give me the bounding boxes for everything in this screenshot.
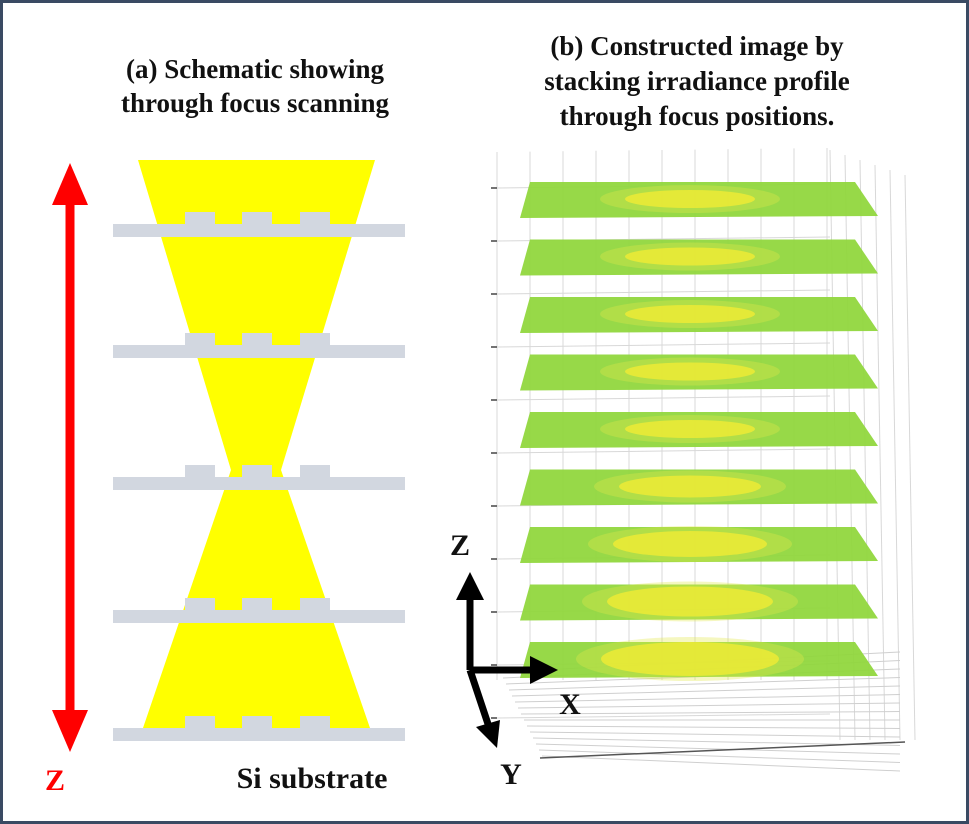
axis-arrow-head (476, 720, 500, 748)
irradiance-spot (625, 420, 755, 438)
irradiance-spot (625, 190, 755, 208)
z-label: Z (45, 764, 65, 797)
arrow-head (52, 710, 88, 752)
feature (185, 333, 215, 346)
panel-a (52, 160, 405, 752)
feature (242, 465, 272, 478)
grid-line (526, 725, 901, 729)
irradiance-spot (601, 642, 779, 676)
arrow-head (52, 163, 88, 205)
substrate (113, 345, 405, 358)
irradiance-halo (576, 637, 804, 681)
grid-line (496, 289, 831, 295)
grid-line (496, 395, 831, 401)
grid-line (535, 743, 901, 755)
grid-line (541, 755, 901, 772)
title-b-line: stacking irradiance profile (544, 66, 849, 96)
feature (185, 212, 215, 225)
irradiance-halo (582, 581, 798, 622)
irradiance-spot (607, 586, 773, 617)
irradiance-spot (619, 475, 761, 498)
feature (300, 212, 330, 225)
substrate (113, 224, 405, 237)
feature (242, 333, 272, 346)
feature (185, 598, 215, 611)
feature (242, 716, 272, 729)
grid-line (520, 711, 901, 715)
irradiance-spot (613, 531, 767, 557)
grid-line (538, 749, 901, 763)
grid-line (496, 342, 831, 348)
axis-arrow (466, 668, 494, 732)
feature (300, 333, 330, 346)
feature (242, 598, 272, 611)
grid-line (508, 677, 901, 691)
irradiance-spot (625, 247, 755, 266)
grid-line (514, 694, 901, 703)
feature (185, 716, 215, 729)
axis-x: X (559, 688, 581, 721)
axis-arrow-head (530, 656, 558, 684)
grid-line (511, 685, 901, 697)
irradiance-spot (625, 305, 755, 323)
title-a-line: through focus scanning (121, 88, 390, 118)
irradiance-halo (594, 470, 786, 503)
grid-line (529, 731, 901, 738)
feature (300, 465, 330, 478)
feature (242, 212, 272, 225)
substrate (113, 728, 405, 741)
axis-arrow-head (456, 572, 484, 600)
irradiance-halo (600, 300, 780, 328)
title-b-line: (b) Constructed image by (550, 31, 844, 61)
grid-line (889, 169, 901, 741)
title-b-line: through focus positions. (560, 101, 835, 131)
substrate (113, 610, 405, 623)
irradiance-halo (588, 526, 792, 562)
feature (185, 465, 215, 478)
substrate-label: Si substrate (237, 762, 388, 795)
grid-line (496, 448, 831, 454)
feature (300, 598, 330, 611)
irradiance-halo (600, 185, 780, 213)
grid-line (496, 713, 831, 719)
grid-line (517, 702, 901, 709)
irradiance-halo (600, 415, 780, 443)
axis-z: Z (450, 529, 470, 562)
floor-edge (539, 741, 906, 759)
beam-top (138, 160, 375, 470)
panel-b (456, 148, 916, 772)
axis-y: Y (500, 758, 522, 791)
irradiance-halo (600, 242, 780, 271)
irradiance-spot (625, 362, 755, 381)
grid-line (904, 174, 916, 741)
title-a-line: (a) Schematic showing (126, 54, 384, 84)
substrate (113, 477, 405, 490)
feature (300, 716, 330, 729)
irradiance-halo (600, 357, 780, 386)
grid-line (874, 164, 886, 741)
